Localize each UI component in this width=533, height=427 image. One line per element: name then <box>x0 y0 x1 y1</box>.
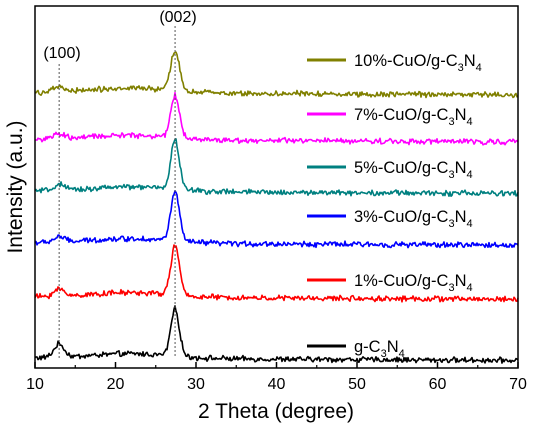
x-tick-label-3: 40 <box>268 376 286 393</box>
x-axis-title: 2 Theta (degree) <box>198 400 354 423</box>
x-axis: 10 20 30 40 50 60 70 <box>26 362 527 393</box>
x-tick-label-6: 70 <box>509 376 527 393</box>
annotation-002: (002) <box>159 9 196 26</box>
series-line-3 <box>34 138 519 197</box>
x-tick-label-1: 20 <box>107 376 125 393</box>
legend-label-3: 5%-CuO/g-C3N4 <box>354 159 473 181</box>
legend-label-3-label_main: 5%-CuO/g-C <box>354 159 449 177</box>
legend-label-1-label_sub1: 3 <box>448 282 454 294</box>
legend-label-3-label_sub1: 3 <box>448 169 454 181</box>
legend-label-1: 1%-CuO/g-C3N4 <box>354 272 473 294</box>
legend-label-2: 3%-CuO/g-C3N4 <box>354 208 473 230</box>
series-line-1 <box>34 244 519 303</box>
guide-lines <box>58 26 176 358</box>
legend-label-1-label_mid: N <box>455 272 467 290</box>
legend-label-1-label_main: 1%-CuO/g-C <box>354 272 449 290</box>
legend-label-5-label_sub2: 4 <box>476 62 482 74</box>
annotation-100: (100) <box>43 45 80 62</box>
legend-label-2-label_sub1: 3 <box>448 218 454 230</box>
series-line-0 <box>34 305 519 364</box>
legend-label-0-label_sub2: 4 <box>399 348 405 360</box>
series-line-5 <box>34 51 519 99</box>
legend-label-5-label_main: 10%-CuO/g-C <box>354 52 458 70</box>
legend-label-3-label_sub2: 4 <box>467 169 473 181</box>
legend-label-5-label_sub1: 3 <box>458 62 464 74</box>
x-tick-label-4: 50 <box>348 376 366 393</box>
y-axis-title: Intensity (a.u.) <box>4 120 27 253</box>
legend: g-C3N41%-CuO/g-C3N43%-CuO/g-C3N45%-CuO/g… <box>307 52 482 360</box>
legend-label-0-label_main: g-C <box>354 338 381 356</box>
legend-label-4-label_main: 7%-CuO/g-C <box>354 106 449 124</box>
legend-label-2-label_mid: N <box>455 208 467 226</box>
legend-label-5-label_mid: N <box>464 52 476 70</box>
legend-label-2-label_sub2: 4 <box>467 218 473 230</box>
series-line-2 <box>34 190 519 249</box>
x-tick-label-5: 60 <box>429 376 447 393</box>
legend-label-2-label_main: 3%-CuO/g-C <box>354 208 449 226</box>
legend-label-0: g-C3N4 <box>354 338 405 360</box>
legend-label-5: 10%-CuO/g-C3N4 <box>354 52 482 74</box>
series-line-4 <box>34 91 519 146</box>
legend-label-0-label_mid: N <box>387 338 399 356</box>
legend-label-3-label_mid: N <box>455 159 467 177</box>
x-tick-label-0: 10 <box>26 376 44 393</box>
legend-label-4-label_sub2: 4 <box>467 116 473 128</box>
x-tick-label-2: 30 <box>187 376 205 393</box>
legend-label-4-label_sub1: 3 <box>448 116 454 128</box>
legend-label-1-label_sub2: 4 <box>467 282 473 294</box>
series-layer <box>34 51 519 364</box>
legend-label-4: 7%-CuO/g-C3N4 <box>354 106 473 128</box>
legend-label-4-label_mid: N <box>455 106 467 124</box>
legend-label-0-label_sub1: 3 <box>381 348 387 360</box>
